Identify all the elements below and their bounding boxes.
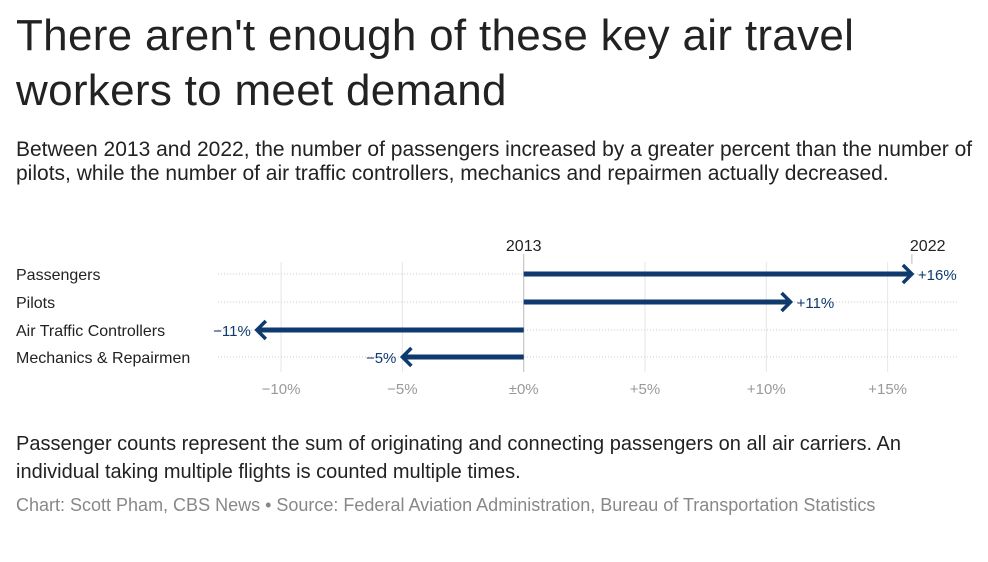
category-label: Passengers [16,267,101,284]
x-tick-label: ±0% [509,381,539,398]
arrow-head [254,319,268,341]
chart-source: Chart: Scott Pham, CBS News • Source: Fe… [16,495,876,515]
x-tick-label: +15% [868,381,907,398]
x-tick-label: +10% [747,381,786,398]
chart-note: Passenger counts represent the sum of or… [16,433,901,483]
category-label: Air Traffic Controllers [16,323,165,340]
category-label: Mechanics & Repairmen [16,350,190,367]
arrow-chart: −10% −5% ±0% +5% +10% +15% 2013 2022 Passengers +… [16,238,958,398]
start-label: 2013 [506,238,542,255]
value-label: +11% [797,295,835,312]
value-label: −11% [213,323,251,340]
end-label: 2022 [910,238,946,255]
chart-title: There aren't enough of these key air tra… [16,11,855,115]
x-tick-label: −10% [262,381,301,398]
arrow-head [901,263,915,285]
value-label: +16% [918,267,957,284]
x-tick-label: +5% [630,381,660,398]
arrow-head [780,291,794,313]
value-label: −5% [366,350,396,367]
chart-subtitle: Between 2013 and 2022, the number of pas… [16,138,973,185]
x-tick-label: −5% [387,381,417,398]
category-label: Pilots [16,295,55,312]
arrow-head [399,346,413,368]
